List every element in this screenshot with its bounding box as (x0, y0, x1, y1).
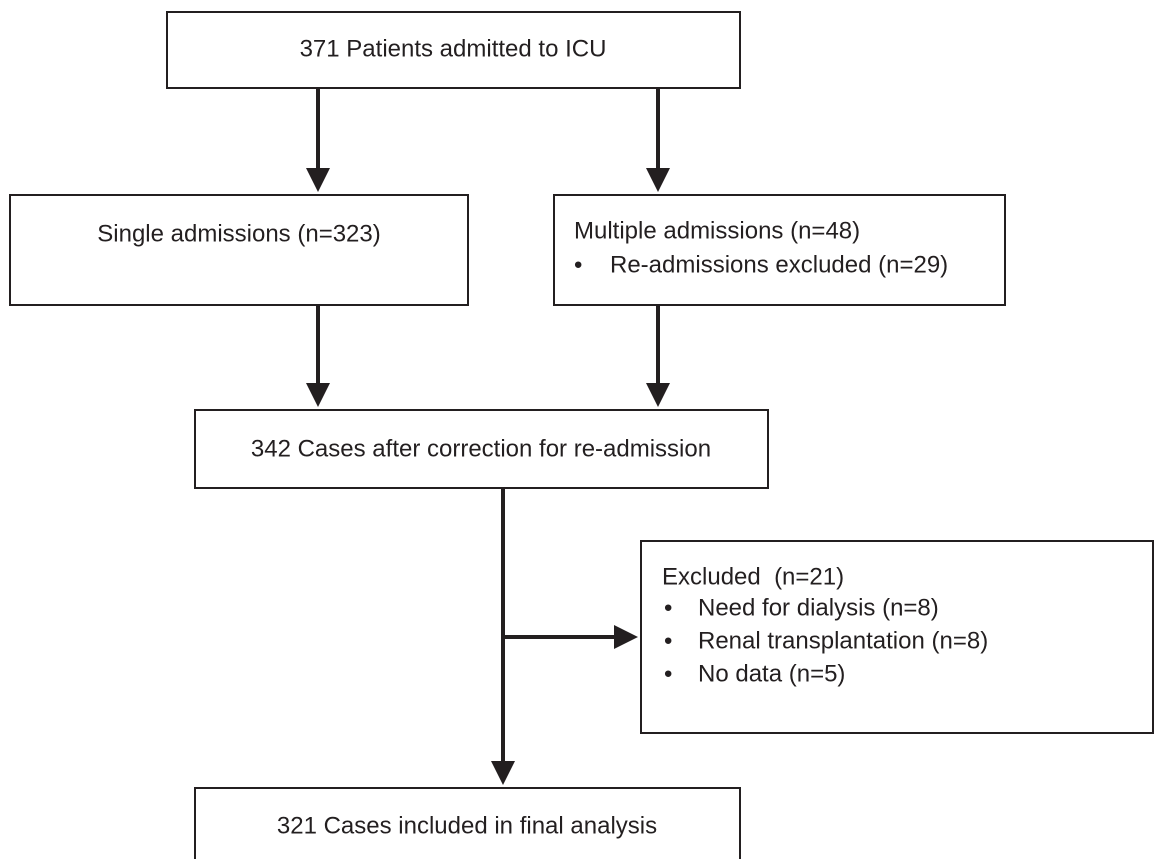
list-item: Renal transplantation (n=8) (698, 627, 988, 654)
box-label: 321 Cases included in final analysis (277, 812, 657, 839)
box (553, 194, 1006, 306)
box (194, 409, 769, 489)
box-label: Excluded (n=21) (662, 563, 844, 590)
bullet: • (574, 251, 582, 278)
bullet: • (664, 627, 672, 654)
list-item: Re-admissions excluded (n=29) (610, 251, 948, 278)
box (9, 194, 469, 306)
box-label: 371 Patients admitted to ICU (300, 35, 607, 62)
box (640, 540, 1154, 734)
list-item: Need for dialysis (n=8) (698, 594, 939, 621)
list-item: No data (n=5) (698, 660, 845, 687)
box (166, 11, 741, 89)
box-label: 342 Cases after correction for re-admiss… (251, 435, 711, 462)
bullet: • (664, 660, 672, 687)
box-label: Single admissions (n=323) (97, 220, 381, 247)
bullet: • (664, 594, 672, 621)
box-label: Multiple admissions (n=48) (574, 217, 860, 244)
box (194, 787, 741, 859)
